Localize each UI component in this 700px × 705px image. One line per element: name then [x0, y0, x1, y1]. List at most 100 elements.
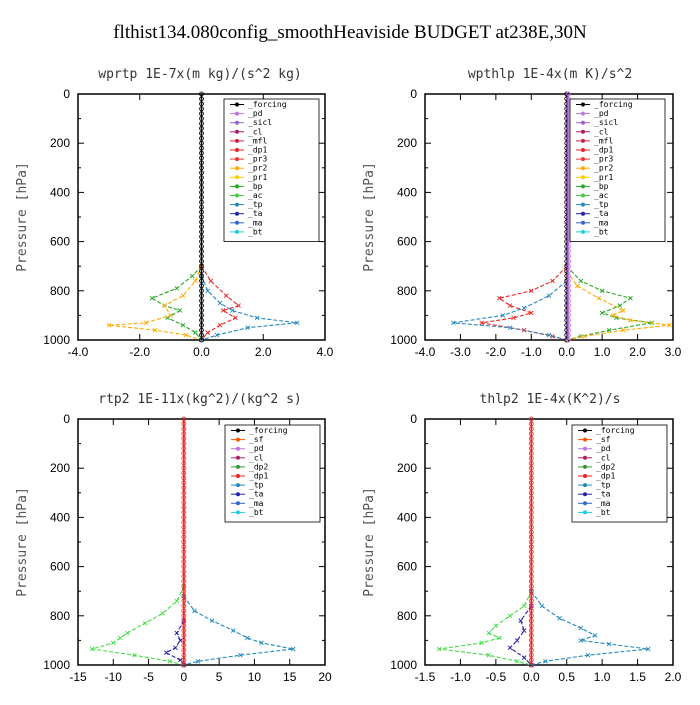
series-marker: [181, 652, 187, 658]
series-marker: [183, 332, 189, 338]
series-marker: [566, 337, 571, 343]
series-marker: [566, 298, 571, 304]
legend-label: _mfl: [248, 136, 267, 145]
series-marker: [199, 175, 204, 181]
series-marker: [181, 490, 187, 496]
series-marker: [528, 554, 534, 560]
chart-4: thlp2 1E-4x(K^2)/s02004006008001000-1.5-…: [362, 392, 682, 684]
series-marker: [557, 615, 562, 621]
x-tick-label: 0.0: [558, 345, 575, 359]
x-tick-label: 3.0: [665, 345, 682, 359]
series-marker: [199, 126, 204, 131]
legend-marker: [235, 111, 239, 116]
series-marker: [168, 313, 173, 318]
series-marker: [181, 603, 187, 609]
y-axis-label: Pressure [hPa]: [362, 487, 377, 597]
series-marker: [199, 268, 204, 274]
series-marker: [199, 209, 204, 215]
series-marker: [566, 332, 571, 338]
series-marker: [217, 322, 223, 328]
series-marker: [199, 111, 204, 117]
legend-marker: [235, 166, 239, 171]
series-marker: [181, 598, 187, 604]
legend-marker: [581, 184, 585, 189]
series-marker: [507, 325, 513, 331]
series-marker: [89, 646, 95, 652]
series-marker: [180, 322, 186, 328]
series-line-tp: [453, 280, 568, 341]
y-tick-label: 400: [50, 510, 70, 524]
series-marker: [528, 480, 534, 486]
series-marker: [550, 278, 555, 284]
y-tick-label: 0: [410, 87, 417, 101]
legend-marker: [236, 455, 240, 460]
series-marker: [181, 421, 187, 427]
series-marker: [528, 510, 534, 515]
legend-label: _dp1: [596, 472, 615, 481]
legend-marker: [236, 474, 240, 478]
series-marker: [528, 519, 534, 525]
legend-label: _ta: [249, 490, 264, 499]
legend-label: _forcing: [596, 426, 635, 435]
y-tick-label: 800: [397, 284, 417, 298]
series-marker: [497, 295, 502, 301]
y-tick-label: 0: [63, 87, 70, 101]
series-marker: [606, 641, 612, 647]
x-tick-label: -10: [105, 670, 123, 684]
series-marker: [181, 485, 187, 491]
x-tick-label: 1.5: [629, 670, 646, 684]
series-marker: [521, 305, 527, 311]
series-marker: [142, 620, 148, 626]
legend-marker: [235, 220, 239, 225]
series-marker: [528, 598, 534, 604]
series-marker: [181, 593, 187, 599]
series-marker: [521, 655, 527, 660]
series-marker: [174, 286, 180, 291]
series-line-bp: [150, 265, 202, 341]
legend-label: _ac: [248, 191, 263, 200]
series-marker: [181, 426, 187, 432]
legend-box: [224, 424, 321, 523]
series-marker: [528, 628, 534, 633]
x-tick-label: -15: [69, 670, 87, 684]
series-marker: [528, 618, 534, 624]
y-tick-label: 400: [397, 185, 417, 199]
series-marker: [178, 638, 183, 643]
series-marker: [528, 470, 534, 476]
series-marker: [181, 623, 187, 629]
legend-marker: [583, 510, 587, 515]
y-tick-label: 400: [50, 185, 70, 199]
series-marker: [528, 657, 534, 663]
legend-label: _forcing: [249, 426, 288, 435]
series-marker: [199, 189, 204, 195]
series-marker: [199, 185, 204, 190]
series-marker: [209, 618, 215, 624]
series-marker: [181, 510, 187, 515]
series-marker: [528, 603, 534, 609]
series-marker: [181, 657, 187, 663]
x-tick-label: 0.5: [558, 670, 575, 684]
series-marker: [199, 322, 204, 328]
series-marker: [205, 330, 210, 335]
legend-marker: [236, 501, 240, 506]
series-marker: [181, 569, 187, 574]
legend-label: _bt: [249, 508, 264, 517]
series-marker: [181, 446, 187, 451]
series-marker: [167, 658, 173, 664]
y-tick-label: 600: [397, 235, 417, 249]
series-marker: [628, 318, 633, 323]
series-marker: [230, 308, 235, 313]
legend-marker: [581, 211, 585, 216]
legend-label: _ma: [594, 218, 609, 227]
series-marker: [199, 239, 204, 245]
series-marker: [528, 465, 534, 471]
y-axis-label: Pressure [hPa]: [15, 162, 30, 272]
series-marker: [566, 258, 571, 264]
legend-label: _mfl: [594, 136, 613, 145]
series-marker: [245, 635, 250, 641]
series-line-dp1: [91, 586, 185, 666]
series-marker: [174, 598, 180, 604]
y-tick-label: 200: [50, 136, 70, 150]
series-marker: [521, 628, 527, 633]
series-marker: [181, 608, 187, 614]
